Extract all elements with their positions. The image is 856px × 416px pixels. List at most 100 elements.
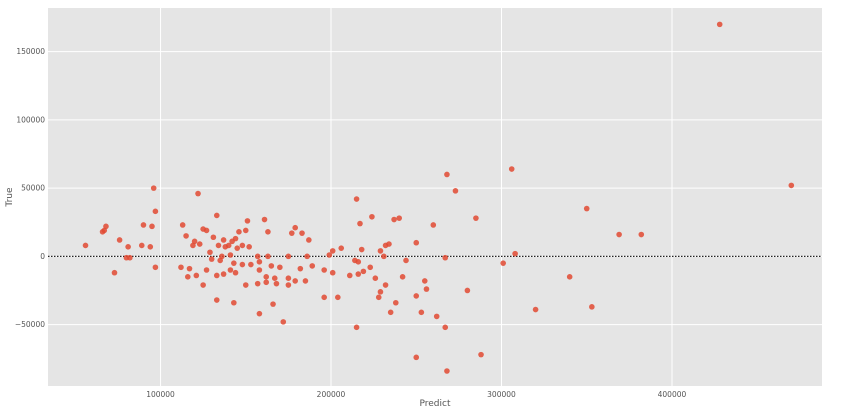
data-point: [138, 242, 145, 249]
data-point: [418, 309, 425, 316]
data-point: [288, 230, 295, 236]
data-point: [213, 272, 220, 279]
data-point: [231, 299, 237, 306]
data-point: [532, 306, 539, 313]
data-point: [152, 208, 159, 215]
data-point: [263, 274, 270, 280]
data-point: [217, 257, 223, 264]
data-point: [413, 293, 420, 299]
data-point: [152, 264, 159, 271]
data-point: [442, 254, 449, 261]
data-point: [381, 253, 387, 260]
data-point: [377, 289, 384, 295]
x-tick-label: 300000: [487, 390, 516, 399]
data-point: [239, 242, 246, 249]
data-point: [473, 215, 479, 221]
data-point: [149, 223, 155, 230]
data-point: [256, 267, 263, 273]
data-point: [358, 246, 365, 253]
data-point: [583, 205, 590, 212]
data-point: [357, 220, 363, 227]
data-point: [215, 242, 222, 249]
data-point: [256, 259, 263, 265]
data-point: [225, 242, 232, 249]
data-point: [150, 185, 157, 191]
data-point: [268, 263, 275, 269]
data-point: [207, 249, 213, 256]
data-point: [227, 252, 234, 258]
data-point: [184, 274, 191, 280]
data-point: [430, 222, 437, 228]
data-point: [285, 275, 292, 281]
data-point: [265, 253, 271, 260]
data-point: [179, 222, 186, 228]
data-point: [193, 272, 200, 279]
data-point: [377, 248, 384, 254]
data-point: [280, 319, 287, 325]
data-point: [231, 260, 237, 266]
data-point: [444, 171, 450, 178]
data-point: [227, 267, 234, 273]
x-tick-label: 200000: [317, 390, 346, 399]
data-point: [229, 238, 235, 245]
data-point: [213, 212, 220, 219]
data-point: [464, 287, 471, 294]
data-point: [403, 257, 409, 264]
data-point: [306, 237, 312, 243]
data-point: [355, 271, 362, 277]
data-point: [616, 231, 622, 238]
data-point: [256, 310, 263, 317]
data-point: [203, 227, 210, 234]
data-point: [213, 297, 220, 303]
x-tick-labels: 100000 200000 300000 400000: [146, 390, 686, 399]
data-point: [386, 241, 392, 247]
data-point: [387, 309, 394, 316]
data-point: [246, 244, 252, 250]
data-point: [277, 264, 283, 271]
data-point: [508, 166, 515, 172]
data-point: [263, 279, 270, 286]
data-point: [566, 274, 573, 280]
data-point: [254, 253, 261, 260]
data-point: [500, 260, 506, 266]
data-point: [433, 313, 440, 320]
data-point: [254, 280, 261, 287]
data-point: [195, 190, 201, 197]
data-point: [512, 250, 518, 257]
data-point: [220, 271, 227, 277]
data-point: [396, 215, 402, 221]
data-point: [178, 264, 184, 271]
data-point: [304, 253, 310, 260]
data-point: [186, 265, 193, 272]
data-point: [140, 222, 147, 228]
data-point: [309, 263, 316, 269]
data-point: [321, 294, 327, 301]
plot-background: [48, 8, 822, 386]
y-tick-label: −50000: [15, 320, 45, 329]
data-point: [261, 216, 268, 223]
data-point: [413, 354, 420, 361]
y-tick-labels: −50000 0 50000 100000 150000: [15, 47, 45, 329]
data-point: [326, 252, 333, 258]
y-tick-label: 150000: [16, 47, 45, 56]
data-point: [297, 265, 304, 272]
data-point: [399, 274, 406, 280]
data-point: [346, 272, 353, 279]
data-point: [353, 196, 360, 202]
data-point: [273, 280, 280, 287]
data-point: [220, 237, 227, 243]
y-tick-label: 50000: [21, 184, 45, 193]
data-point: [203, 267, 210, 273]
data-point: [589, 304, 595, 310]
data-point: [242, 282, 249, 288]
y-axis-label: True: [5, 187, 15, 208]
data-point: [382, 282, 389, 288]
data-point: [375, 294, 382, 301]
data-point: [208, 256, 215, 262]
data-point: [423, 286, 430, 292]
data-point: [292, 278, 299, 284]
data-point: [442, 324, 449, 331]
data-point: [355, 259, 362, 265]
data-point: [200, 282, 206, 288]
